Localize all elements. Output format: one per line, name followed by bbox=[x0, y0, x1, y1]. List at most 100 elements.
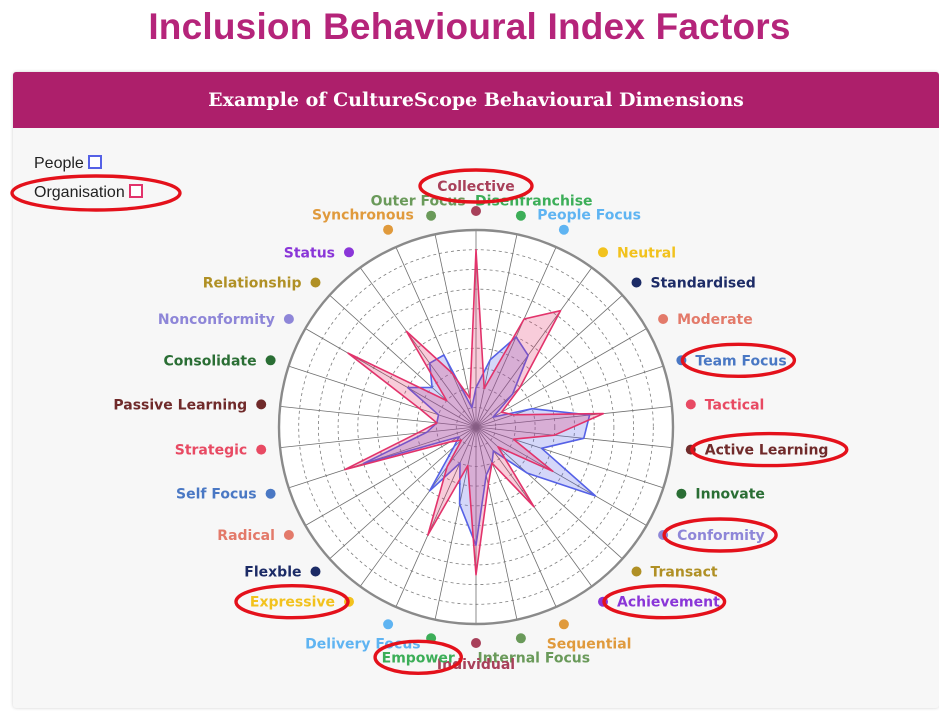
axis-marker-nonconformity bbox=[283, 314, 294, 324]
series-organisation bbox=[343, 248, 605, 576]
axis-marker-consolidate bbox=[265, 355, 276, 366]
axis-label-people-focus: People Focus bbox=[537, 208, 641, 224]
legend-organisation[interactable]: Organisation bbox=[34, 184, 143, 202]
grid-spoke bbox=[475, 426, 518, 620]
axis-marker-standardised bbox=[631, 277, 642, 288]
axis-label-delivery-focus: Delivery Focus bbox=[305, 636, 420, 652]
axis-label-innovate: Innovate bbox=[695, 487, 765, 503]
axis-marker-innovate bbox=[676, 488, 687, 499]
grid-spoke bbox=[475, 426, 557, 608]
highlight-ring-empower bbox=[373, 639, 464, 675]
grid-spoke bbox=[475, 426, 623, 560]
page-title: Inclusion Behavioural Index Factors bbox=[148, 6, 791, 47]
axis-label-radical: Radical bbox=[217, 528, 275, 544]
highlight-ring-active-learning bbox=[690, 431, 849, 468]
grid-spoke bbox=[329, 426, 477, 560]
axis-label-passive-learning: Passive Learning bbox=[113, 397, 247, 413]
grid-spoke bbox=[434, 234, 477, 428]
axis-marker-strategic bbox=[256, 444, 267, 455]
legend-people-swatch bbox=[87, 155, 102, 169]
grid-spoke bbox=[359, 426, 477, 587]
axis-marker-individual bbox=[471, 638, 481, 648]
axis-marker-collective bbox=[471, 206, 481, 216]
grid-spoke bbox=[434, 426, 477, 620]
grid-ring bbox=[396, 347, 556, 507]
grid-spoke bbox=[288, 426, 477, 489]
axis-label-disenfranchise: Disenfranchise bbox=[475, 194, 593, 210]
axis-marker-delivery-focus bbox=[383, 619, 394, 630]
grid-spoke bbox=[395, 426, 477, 608]
axis-marker-internal-focus bbox=[515, 633, 526, 644]
highlight-rings bbox=[10, 168, 849, 675]
grid-outer-ring bbox=[277, 228, 675, 626]
axis-marker-outer-focus bbox=[426, 210, 437, 221]
axis-marker-self-focus bbox=[265, 488, 276, 499]
axis-label-moderate: Moderate bbox=[677, 312, 753, 328]
axis-label-synchronous: Synchronous bbox=[312, 208, 414, 224]
grid-spoke bbox=[475, 426, 664, 489]
card-title: Example of CultureScope Behavioural Dime… bbox=[13, 72, 939, 128]
axis-label-empower: Empower bbox=[382, 650, 455, 666]
axis-marker-status bbox=[344, 247, 354, 258]
axis-marker-sequential bbox=[558, 619, 569, 630]
axis-label-relationship: Relationship bbox=[203, 276, 302, 292]
axis-label-achievement: Achievement bbox=[617, 595, 720, 611]
axis-label-consolidate: Consolidate bbox=[164, 353, 257, 369]
axis-label-strategic: Strategic bbox=[175, 443, 247, 459]
axis-marker-disenfranchise bbox=[515, 210, 526, 221]
axis-label-transact: Transact bbox=[651, 565, 718, 581]
axis-label-sequential: Sequential bbox=[547, 636, 632, 652]
highlight-ring-expressive bbox=[234, 584, 350, 620]
series-layer bbox=[343, 248, 605, 576]
grid-spoke bbox=[475, 426, 647, 526]
axis-marker-flexble bbox=[310, 566, 321, 577]
grid-spoke bbox=[475, 365, 664, 428]
grid-ring bbox=[357, 308, 595, 546]
axis-label-active-learning: Active Learning bbox=[705, 443, 829, 459]
grid-spoke bbox=[288, 365, 477, 428]
radar-grid bbox=[277, 228, 675, 626]
axis-label-standardised: Standardised bbox=[651, 276, 756, 292]
grid-spoke bbox=[475, 294, 623, 428]
grid-spoke bbox=[475, 328, 647, 428]
axis-label-internal-focus: Internal Focus bbox=[478, 650, 591, 666]
axis-marker-neutral bbox=[598, 247, 608, 258]
axis-label-conformity: Conformity bbox=[677, 528, 765, 544]
axis-marker-passive-learning bbox=[256, 399, 267, 410]
axis-label-team-focus: Team Focus bbox=[695, 353, 786, 369]
highlight-ring-achievement bbox=[602, 584, 727, 620]
axis-label-individual: Individual bbox=[437, 657, 515, 673]
axis-label-self-focus: Self Focus bbox=[176, 487, 257, 503]
legend-people[interactable]: People bbox=[34, 155, 102, 173]
legend-people-label: People bbox=[34, 155, 84, 172]
highlight-ring-team-focus bbox=[680, 342, 797, 378]
axis-marker-people-focus bbox=[558, 224, 569, 235]
axis-marker-radical bbox=[283, 530, 294, 540]
axis-label-neutral: Neutral bbox=[617, 245, 676, 261]
highlight-ring-conformity bbox=[662, 517, 778, 553]
grid-spoke bbox=[475, 234, 518, 428]
grid-spoke bbox=[280, 406, 477, 428]
grid-spoke bbox=[475, 267, 593, 428]
axis-marker-tactical bbox=[685, 399, 696, 410]
grid-spoke bbox=[475, 426, 672, 448]
grid-spoke bbox=[305, 328, 477, 428]
grid-spoke bbox=[329, 294, 477, 428]
axis-marker-moderate bbox=[658, 314, 669, 324]
axis-marker-transact bbox=[631, 566, 642, 577]
axis-label-tactical: Tactical bbox=[705, 397, 765, 413]
legend-organisation-swatch bbox=[128, 184, 143, 198]
axis-label-status: Status bbox=[284, 245, 335, 261]
axis-label-collective: Collective bbox=[437, 179, 514, 195]
axis-marker-relationship bbox=[310, 277, 321, 288]
highlight-ring-collective bbox=[418, 168, 534, 204]
grid-spoke bbox=[395, 246, 477, 428]
grid-spoke bbox=[305, 426, 477, 526]
grid-spoke bbox=[359, 267, 477, 428]
legend-organisation-label: Organisation bbox=[34, 184, 125, 201]
axis-label-flexble: Flexble bbox=[244, 565, 301, 581]
axis-label-expressive: Expressive bbox=[250, 595, 335, 611]
grid-spoke bbox=[280, 426, 477, 448]
